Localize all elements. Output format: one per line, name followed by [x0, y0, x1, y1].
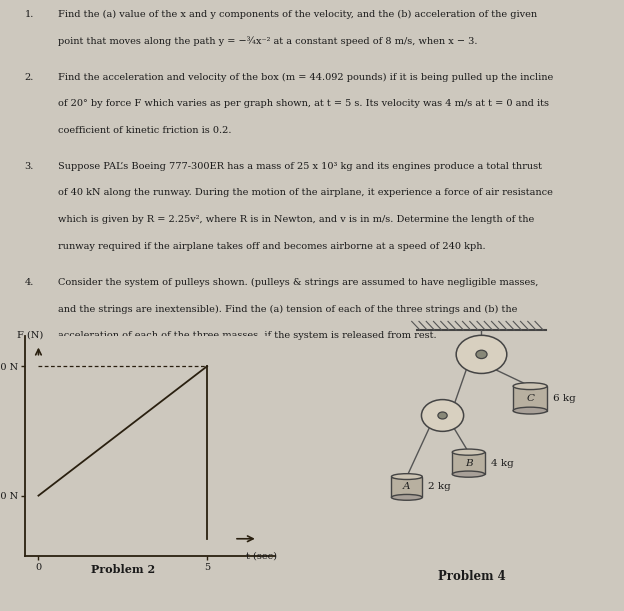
- Text: acceleration of each of the three masses, if the system is released from rest.: acceleration of each of the three masses…: [58, 331, 437, 340]
- Text: 4 kg: 4 kg: [490, 459, 514, 467]
- Ellipse shape: [391, 474, 422, 480]
- Bar: [452, 452, 485, 474]
- Text: t (sec): t (sec): [246, 552, 276, 561]
- Ellipse shape: [513, 382, 547, 390]
- Bar: [391, 477, 422, 497]
- Text: 6 kg: 6 kg: [553, 394, 576, 403]
- Text: 2.: 2.: [25, 73, 34, 81]
- Text: Find the acceleration and velocity of the box (m = 44.092 pounds) if it is being: Find the acceleration and velocity of th…: [58, 73, 553, 82]
- Ellipse shape: [513, 407, 547, 414]
- Text: runway required if the airplane takes off and becomes airborne at a speed of 240: runway required if the airplane takes of…: [58, 241, 486, 251]
- Text: of 40 kN along the runway. During the motion of the airplane, it experience a fo: of 40 kN along the runway. During the mo…: [58, 188, 553, 197]
- Text: coefficient of kinetic friction is 0.2.: coefficient of kinetic friction is 0.2.: [58, 126, 232, 134]
- Bar: [513, 386, 547, 411]
- Text: point that moves along the path y = −¾x⁻² at a constant speed of 8 m/s, when x −: point that moves along the path y = −¾x⁻…: [58, 36, 478, 46]
- Ellipse shape: [452, 471, 485, 477]
- Text: A: A: [403, 483, 411, 491]
- Circle shape: [421, 400, 464, 431]
- Ellipse shape: [391, 494, 422, 500]
- Ellipse shape: [452, 449, 485, 455]
- Text: 3.: 3.: [25, 162, 34, 171]
- Text: Problem 4: Problem 4: [438, 571, 505, 584]
- Text: 4.: 4.: [25, 278, 34, 287]
- Text: 2 kg: 2 kg: [428, 483, 451, 491]
- Text: Problem 2: Problem 2: [90, 565, 155, 576]
- Text: F (N): F (N): [17, 331, 43, 340]
- Text: of 20° by force F which varies as per graph shown, at t = 5 s. Its velocity was : of 20° by force F which varies as per gr…: [58, 99, 549, 108]
- Text: and the strings are inextensible). Find the (a) tension of each of the three str: and the strings are inextensible). Find …: [58, 304, 518, 313]
- Text: B: B: [465, 459, 472, 467]
- Circle shape: [476, 350, 487, 359]
- Text: Consider the system of pulleys shown. (pulleys & strings are assumed to have neg: Consider the system of pulleys shown. (p…: [58, 278, 539, 287]
- Text: C: C: [526, 394, 534, 403]
- Circle shape: [438, 412, 447, 419]
- Text: which is given by R = 2.25v², where R is in Newton, and v is in m/s. Determine t: which is given by R = 2.25v², where R is…: [58, 215, 535, 224]
- Text: Suppose PAL’s Boeing 777-300ER has a mass of 25 x 10³ kg and its engines produce: Suppose PAL’s Boeing 777-300ER has a mas…: [58, 162, 542, 171]
- Text: 1.: 1.: [25, 10, 34, 19]
- Circle shape: [456, 335, 507, 373]
- Text: Find the (a) value of the x and y components of the velocity, and the (b) accele: Find the (a) value of the x and y compon…: [58, 10, 537, 19]
